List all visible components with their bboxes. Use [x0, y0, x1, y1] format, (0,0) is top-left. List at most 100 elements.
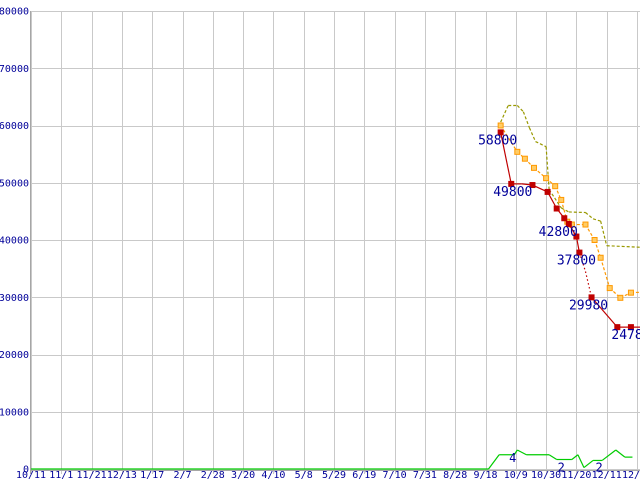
- y-tick-label: 10000: [0, 407, 29, 418]
- average-price-marker: [521, 155, 528, 162]
- y-tick-label: 60000: [0, 121, 29, 132]
- average-price-marker: [514, 148, 521, 155]
- x-tick-label: 10/11: [16, 470, 46, 480]
- average-price-marker: [582, 221, 589, 228]
- price-label: 37800: [557, 254, 596, 269]
- store-count-label: 4: [509, 451, 516, 465]
- x-tick-label: 9/18: [473, 470, 497, 480]
- highest-price-line: [548, 189, 562, 209]
- lowest-price-marker: [588, 294, 595, 301]
- average-price-marker: [497, 122, 504, 129]
- x-tick-label: 8/28: [443, 470, 467, 480]
- series-highest-price: [500, 104, 640, 248]
- average-price-marker: [591, 237, 598, 243]
- price-label: 42800: [539, 225, 578, 240]
- lowest-price-marker: [614, 324, 621, 331]
- x-tick-label: 10/30: [531, 470, 561, 480]
- store-count-line: [583, 459, 594, 469]
- lowest-price-marker: [497, 129, 504, 136]
- average-price-line: [600, 257, 611, 289]
- store-count-line: [548, 454, 558, 461]
- y-tick-label: 40000: [0, 236, 29, 247]
- x-tick-label: 11/21: [77, 470, 107, 480]
- y-tick-label: 80000: [0, 7, 29, 18]
- highest-price-line: [568, 211, 586, 214]
- store-count-line: [488, 454, 500, 470]
- x-axis-labels: 10/11 11/1 11/21 12/13 1/17 2/7 2/28 3/20 4/10 5/…: [16, 470, 640, 480]
- average-price-marker: [552, 183, 559, 190]
- average-price-marker: [558, 196, 565, 203]
- highest-price-line: [500, 105, 509, 123]
- y-tick-label: 50000: [0, 178, 29, 189]
- price-label: 24780: [611, 328, 640, 343]
- series-store-count: [31, 449, 633, 470]
- average-price-line: [560, 199, 568, 222]
- average-price-marker: [543, 175, 550, 182]
- average-price-marker: [606, 285, 613, 292]
- lowest-price-marker: [553, 205, 560, 212]
- lowest-price-line: [500, 132, 512, 185]
- x-tick-label: 2/7: [173, 470, 191, 480]
- lowest-price-marker: [508, 180, 515, 187]
- y-axis-labels: 0 10000 20000 30000 40000 50000 60000 70000 8000…: [0, 7, 29, 476]
- average-price-marker: [617, 294, 624, 301]
- x-tick-label: 10/9: [504, 470, 528, 480]
- highest-price-line: [585, 212, 594, 220]
- lowest-price-marker: [529, 182, 536, 189]
- average-price-marker: [627, 289, 634, 296]
- axes: [30, 11, 640, 474]
- highest-price-line: [545, 146, 550, 190]
- x-tick-label: 4/10: [261, 470, 285, 480]
- series-lowest-price: [497, 129, 640, 331]
- store-count-line: [513, 449, 518, 456]
- x-tick-label: 11/1: [49, 470, 73, 480]
- x-tick-label: 5/29: [322, 470, 346, 480]
- store-count-label: 2: [596, 461, 603, 475]
- average-price-marker: [597, 254, 604, 261]
- price-label: 29980: [569, 298, 608, 313]
- y-tick-label: 70000: [0, 64, 29, 75]
- lowest-price-line: [591, 296, 618, 328]
- x-tick-label: 12/25: [622, 470, 640, 480]
- x-tick-label: 5/8: [295, 470, 313, 480]
- highest-price-line: [592, 218, 601, 222]
- x-tick-label: 12/13: [107, 470, 137, 480]
- average-price-marker: [530, 164, 537, 171]
- lowest-price-marker: [627, 324, 634, 331]
- series-average-price: [497, 122, 640, 301]
- x-tick-label: 1/17: [140, 470, 164, 480]
- y-tick-label: 20000: [0, 350, 29, 361]
- highest-price-line: [606, 245, 640, 248]
- x-tick-label: 2/28: [201, 470, 225, 480]
- lowest-price-line: [578, 252, 587, 272]
- x-tick-label: 7/31: [413, 470, 437, 480]
- price-label: 49800: [493, 185, 532, 200]
- lowest-price-marker: [576, 249, 583, 256]
- y-tick-label: 30000: [0, 293, 29, 304]
- store-count-line: [615, 449, 626, 458]
- store-count-label: 2: [558, 461, 565, 475]
- highest-price-line: [535, 140, 547, 148]
- highest-price-line: [522, 111, 530, 129]
- highest-price-line: [600, 220, 608, 246]
- highest-price-line: [560, 207, 570, 213]
- lowest-price-marker: [573, 233, 580, 240]
- x-tick-label: 7/10: [383, 470, 407, 480]
- x-tick-label: 6/19: [352, 470, 376, 480]
- price-label: 58800: [478, 133, 517, 148]
- lowest-price-marker: [544, 188, 551, 195]
- x-tick-label: 11/20: [561, 470, 591, 480]
- store-count-line: [571, 454, 579, 460]
- store-count-line: [517, 449, 527, 456]
- y-tick-label: 0: [23, 465, 29, 476]
- x-tick-label: 3/20: [231, 470, 255, 480]
- lowest-price-marker: [561, 215, 568, 222]
- lowest-price-line: [584, 271, 593, 298]
- data-labels: 58800 49800 42800 37800 2998024780 4 2 2: [478, 133, 640, 474]
- highest-price-line: [516, 105, 524, 113]
- x-tick-label: 12/11: [592, 470, 622, 480]
- highest-price-line: [528, 127, 537, 142]
- store-count-line: [577, 454, 585, 468]
